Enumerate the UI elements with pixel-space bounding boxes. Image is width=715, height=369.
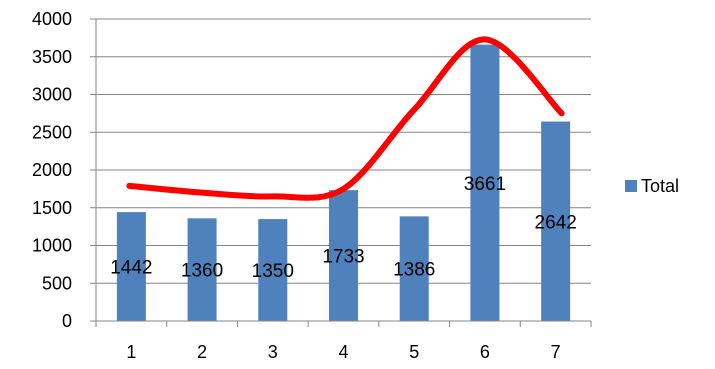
- y-tick-labels: 0 500 1000 1500 2000 2500 3000 3500 4000: [32, 9, 72, 331]
- y-tick-label: 0: [62, 311, 72, 331]
- red-trend-curve: [126, 36, 565, 201]
- x-tick-label: 7: [551, 342, 561, 362]
- data-label: 1442: [110, 258, 152, 279]
- data-label: 1360: [181, 261, 223, 282]
- y-tick-label: 1000: [32, 236, 72, 256]
- bar: [187, 218, 217, 321]
- axes: [90, 18, 592, 327]
- data-label: 2642: [535, 212, 577, 233]
- legend: Total: [625, 176, 679, 196]
- y-tick-label: 1500: [32, 198, 72, 218]
- y-tick-label: 4000: [32, 9, 72, 29]
- legend-swatch: [625, 180, 637, 192]
- bars: [116, 44, 571, 322]
- x-tick-labels: 1 2 3 4 5 6 7: [126, 342, 560, 362]
- bar: [470, 44, 500, 321]
- x-tick-label: 5: [409, 342, 419, 362]
- y-tick-label: 3500: [32, 47, 72, 67]
- y-tick-label: 500: [42, 273, 72, 293]
- data-label: 1386: [393, 260, 435, 281]
- x-tick-label: 6: [480, 342, 490, 362]
- bar: [116, 212, 146, 321]
- data-label: 3661: [464, 174, 506, 195]
- x-tick-label: 3: [268, 342, 278, 362]
- x-tick-label: 2: [197, 342, 207, 362]
- y-tick-label: 2000: [32, 160, 72, 180]
- legend-label: Total: [641, 176, 679, 196]
- bar: [399, 216, 429, 321]
- y-tick-label: 3000: [32, 85, 72, 105]
- bar: [329, 190, 358, 321]
- bar: [541, 121, 571, 322]
- data-labels: 1442 1360 1350 1733 1386 3661 2642: [110, 174, 577, 282]
- y-tick-label: 2500: [32, 122, 72, 142]
- data-label: 1733: [322, 247, 364, 268]
- overlay-layer: [126, 36, 565, 201]
- bar: [258, 219, 288, 321]
- x-tick-label: 4: [338, 342, 348, 362]
- x-tick-label: 1: [126, 342, 136, 362]
- data-label: 1350: [252, 261, 294, 282]
